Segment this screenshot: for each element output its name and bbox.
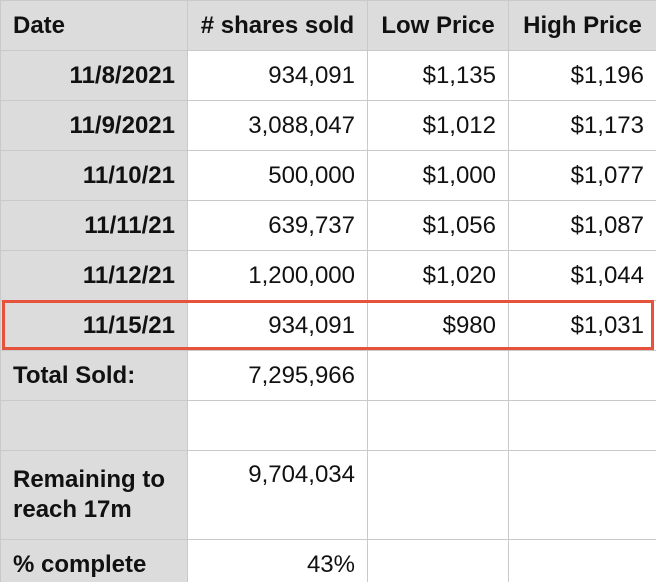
- empty-cell[interactable]: [508, 350, 656, 401]
- date-cell[interactable]: 11/12/21: [0, 250, 188, 301]
- remaining-value[interactable]: 9,704,034: [187, 450, 368, 540]
- low-price-cell[interactable]: $1,135: [367, 50, 509, 101]
- empty-cell[interactable]: [367, 350, 509, 401]
- total-label[interactable]: Total Sold:: [0, 350, 188, 401]
- empty-cell[interactable]: [367, 539, 509, 582]
- header-row: Date # shares sold Low Price High Price: [0, 0, 656, 51]
- date-cell[interactable]: 11/10/21: [0, 150, 188, 201]
- shares-cell[interactable]: 934,091: [187, 300, 368, 351]
- percent-label[interactable]: % complete: [0, 539, 188, 582]
- shares-cell[interactable]: 934,091: [187, 50, 368, 101]
- empty-label-cell[interactable]: [0, 400, 188, 451]
- high-price-cell[interactable]: $1,031: [508, 300, 656, 351]
- shares-cell[interactable]: 500,000: [187, 150, 368, 201]
- low-price-cell[interactable]: $980: [367, 300, 509, 351]
- empty-cell[interactable]: [508, 450, 656, 540]
- table-row: 11/8/2021 934,091 $1,135 $1,196: [0, 50, 656, 101]
- empty-cell[interactable]: [508, 539, 656, 582]
- low-price-cell[interactable]: $1,056: [367, 200, 509, 251]
- date-cell[interactable]: 11/15/21: [0, 300, 188, 351]
- shares-cell[interactable]: 1,200,000: [187, 250, 368, 301]
- remaining-label[interactable]: Remaining to reach 17m: [0, 450, 188, 540]
- remaining-row: Remaining to reach 17m 9,704,034: [0, 450, 656, 540]
- date-cell[interactable]: 11/11/21: [0, 200, 188, 251]
- percent-row: % complete 43%: [0, 539, 656, 582]
- percent-value[interactable]: 43%: [187, 539, 368, 582]
- empty-cell[interactable]: [367, 450, 509, 540]
- table-row-highlighted: 11/15/21 934,091 $980 $1,031: [0, 300, 656, 351]
- low-price-cell[interactable]: $1,000: [367, 150, 509, 201]
- table-row: 11/10/21 500,000 $1,000 $1,077: [0, 150, 656, 201]
- shares-cell[interactable]: 639,737: [187, 200, 368, 251]
- total-row: Total Sold: 7,295,966: [0, 350, 656, 401]
- total-value[interactable]: 7,295,966: [187, 350, 368, 401]
- high-price-cell[interactable]: $1,196: [508, 50, 656, 101]
- header-low-price[interactable]: Low Price: [367, 0, 509, 51]
- table-row: 11/12/21 1,200,000 $1,020 $1,044: [0, 250, 656, 301]
- date-cell[interactable]: 11/9/2021: [0, 100, 188, 151]
- table-row: 11/9/2021 3,088,047 $1,012 $1,173: [0, 100, 656, 151]
- table-row: 11/11/21 639,737 $1,056 $1,087: [0, 200, 656, 251]
- blank-row: [0, 400, 656, 451]
- high-price-cell[interactable]: $1,044: [508, 250, 656, 301]
- header-date[interactable]: Date: [0, 0, 188, 51]
- header-shares-sold[interactable]: # shares sold: [187, 0, 368, 51]
- low-price-cell[interactable]: $1,012: [367, 100, 509, 151]
- high-price-cell[interactable]: $1,087: [508, 200, 656, 251]
- empty-cell[interactable]: [508, 400, 656, 451]
- header-high-price[interactable]: High Price: [508, 0, 656, 51]
- low-price-cell[interactable]: $1,020: [367, 250, 509, 301]
- date-cell[interactable]: 11/8/2021: [0, 50, 188, 101]
- high-price-cell[interactable]: $1,173: [508, 100, 656, 151]
- empty-cell[interactable]: [367, 400, 509, 451]
- empty-cell[interactable]: [187, 400, 368, 451]
- shares-cell[interactable]: 3,088,047: [187, 100, 368, 151]
- high-price-cell[interactable]: $1,077: [508, 150, 656, 201]
